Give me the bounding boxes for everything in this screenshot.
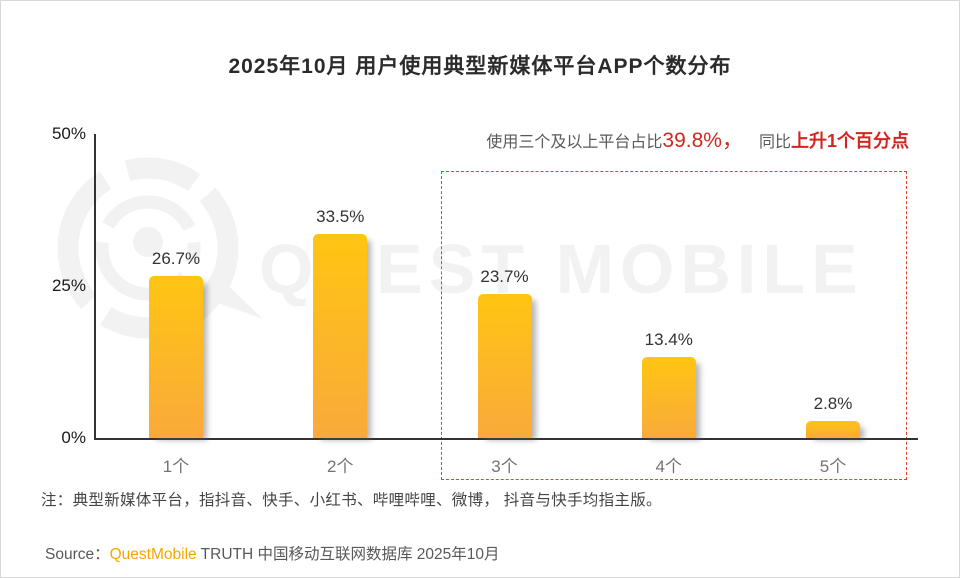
x-axis-label-2个: 2个 xyxy=(327,457,354,476)
x-axis-label-4个: 4个 xyxy=(655,457,682,476)
bar-value-label-1个: 26.7% xyxy=(151,248,201,268)
bar-3个 xyxy=(477,293,532,438)
annotation-trend: 上升1个百分点 xyxy=(790,131,909,151)
bar-value-label-3个: 23.7% xyxy=(480,266,529,286)
annotation-middle: 同比 xyxy=(758,134,791,151)
y-tick-label-50%: 50% xyxy=(51,124,86,143)
highlight-dashed-box xyxy=(441,171,907,480)
source-line: Source：QuestMobile TRUTH 中国移动互联网数据库 2025… xyxy=(45,542,500,564)
y-tick-label-25%: 25% xyxy=(51,276,86,295)
bar-5个 xyxy=(806,420,860,438)
source-rest: TRUTH 中国移动互联网数据库 2025年10月 xyxy=(196,546,500,563)
bar-value-label-5个: 2.8% xyxy=(813,393,853,413)
source-label: Source： xyxy=(45,546,110,563)
y-axis-line xyxy=(94,134,96,438)
chart-title: 2025年10月 用户使用典型新媒体平台APP个数分布 xyxy=(228,55,732,78)
x-axis-line xyxy=(94,438,918,440)
annotation-prefix: 使用三个及以上平台占比 xyxy=(486,134,663,151)
bar-2个 xyxy=(313,234,368,438)
bar-value-label-2个: 33.5% xyxy=(316,207,365,227)
bar-4个 xyxy=(641,356,696,438)
x-axis-label-1个: 1个 xyxy=(162,457,190,476)
source-brand: QuestMobile xyxy=(109,546,197,563)
bar-value-label-4个: 13.4% xyxy=(644,329,693,349)
annotation-value: 39.8%， xyxy=(662,129,743,152)
footnote: 注：典型新媒体平台，指抖音、快手、小红书、哔哩哔哩、微博， 抖音与快手均指主版。 xyxy=(41,492,662,509)
x-axis-label-5个: 5个 xyxy=(819,457,847,476)
y-tick-label-0%: 0% xyxy=(61,428,86,447)
bar-1个 xyxy=(149,275,203,438)
annotation: 使用三个及以上平台占比 39.8%， 同比 上升1个百分点 xyxy=(486,124,909,154)
x-axis-label-3个: 3个 xyxy=(491,457,518,476)
